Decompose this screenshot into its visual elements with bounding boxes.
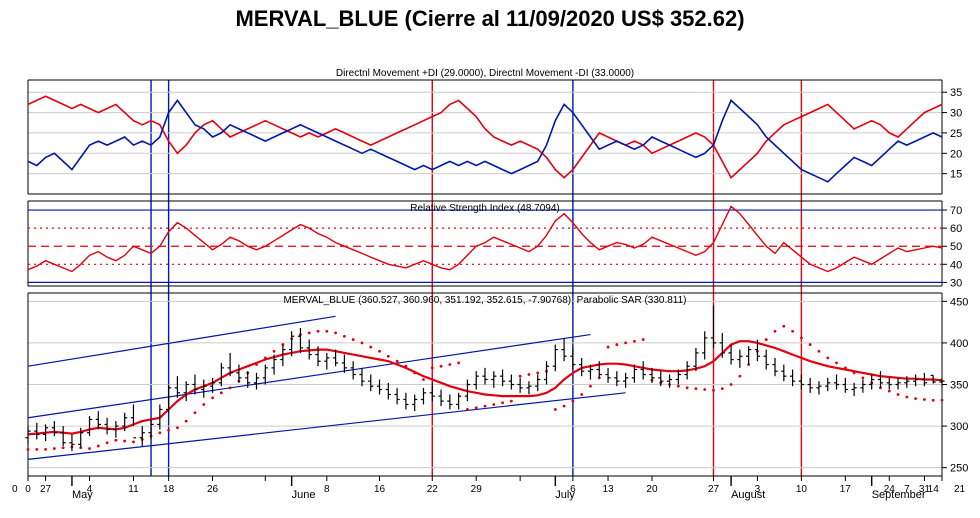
svg-text:June: June bbox=[292, 489, 316, 501]
svg-text:18: 18 bbox=[163, 484, 175, 495]
svg-text:August: August bbox=[731, 489, 765, 501]
svg-text:27: 27 bbox=[708, 484, 720, 495]
svg-text:350: 350 bbox=[950, 380, 968, 392]
svg-text:0: 0 bbox=[25, 484, 31, 495]
svg-text:May: May bbox=[72, 489, 93, 501]
svg-text:450: 450 bbox=[950, 296, 968, 308]
svg-text:26: 26 bbox=[207, 484, 219, 495]
svg-text:27: 27 bbox=[40, 484, 52, 495]
svg-text:MERVAL_BLUE (360.527, 360.960,: MERVAL_BLUE (360.527, 360.960, 351.192, … bbox=[283, 295, 686, 306]
svg-text:16: 16 bbox=[374, 484, 386, 495]
svg-text:35: 35 bbox=[950, 87, 962, 99]
svg-text:July: July bbox=[555, 489, 575, 501]
svg-text:70: 70 bbox=[950, 205, 962, 217]
svg-text:60: 60 bbox=[950, 223, 962, 235]
svg-text:30: 30 bbox=[950, 108, 962, 120]
svg-text:Relative Strength Index (48.70: Relative Strength Index (48.7094) bbox=[410, 203, 560, 214]
svg-text:7: 7 bbox=[904, 484, 910, 495]
svg-text:400: 400 bbox=[950, 338, 968, 350]
svg-text:50: 50 bbox=[950, 241, 962, 253]
svg-text:September: September bbox=[872, 489, 926, 501]
svg-text:17: 17 bbox=[840, 484, 852, 495]
svg-text:10: 10 bbox=[796, 484, 808, 495]
svg-text:30: 30 bbox=[950, 277, 962, 289]
svg-text:21: 21 bbox=[954, 484, 966, 495]
svg-text:300: 300 bbox=[950, 421, 968, 433]
chart-svg: 15 20 25 30 35 Directnl Movement +DI (29.0000… bbox=[0, 0, 980, 518]
svg-text:8: 8 bbox=[324, 484, 330, 495]
svg-text:25: 25 bbox=[950, 128, 962, 140]
svg-text:20: 20 bbox=[646, 484, 658, 495]
svg-text:14: 14 bbox=[928, 484, 940, 495]
svg-text:40: 40 bbox=[950, 259, 962, 271]
svg-text:250: 250 bbox=[950, 463, 968, 475]
svg-text:0: 0 bbox=[12, 484, 18, 495]
svg-text:13: 13 bbox=[602, 484, 614, 495]
svg-text:15: 15 bbox=[950, 169, 962, 181]
svg-text:20: 20 bbox=[950, 148, 962, 160]
svg-text:Directnl Movement +DI (29.0000: Directnl Movement +DI (29.0000), Directn… bbox=[336, 68, 634, 79]
svg-text:22: 22 bbox=[427, 484, 439, 495]
svg-text:11: 11 bbox=[128, 484, 139, 495]
svg-text:29: 29 bbox=[471, 484, 483, 495]
